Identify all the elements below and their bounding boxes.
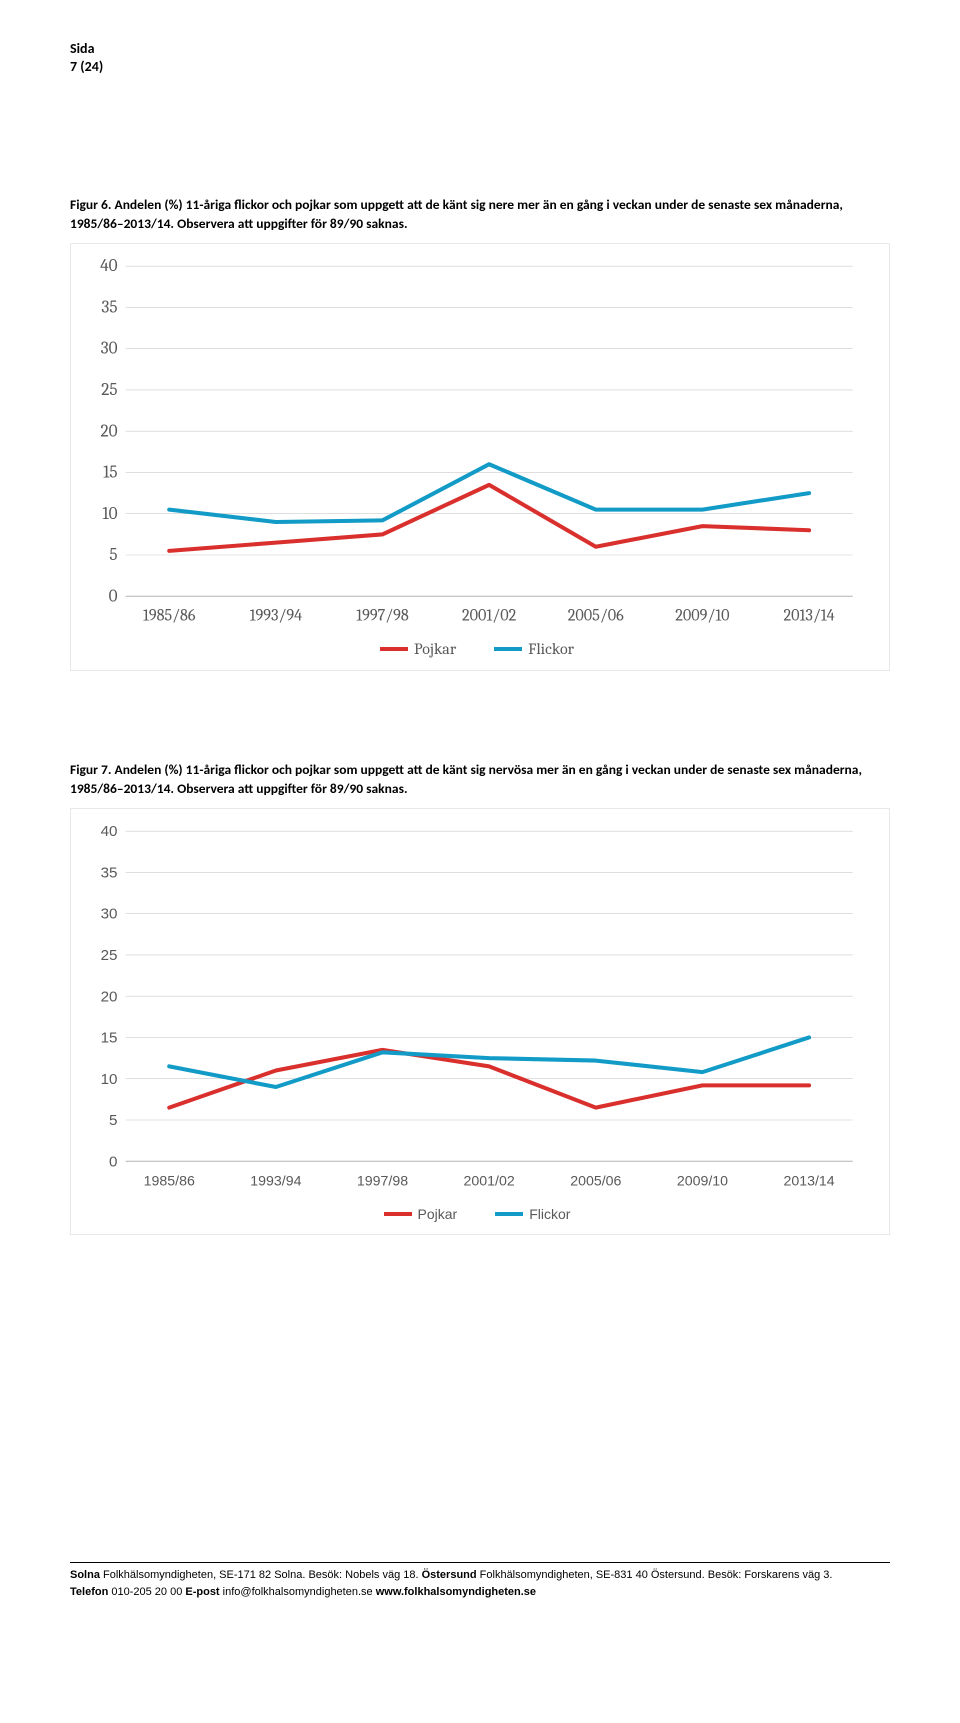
footer-solna-b: Solna <box>70 1569 100 1581</box>
svg-text:2013/14: 2013/14 <box>784 606 835 625</box>
footer-solna-t: Folkhälsomyndigheten, SE-171 82 Solna. B… <box>100 1569 422 1581</box>
footer-tel-b: Telefon <box>70 1586 108 1598</box>
figure6-chart: 0 5 10 15 20 25 30 35 40 1985/86 1993/94 1997/98 200… <box>70 243 890 672</box>
legend-swatch <box>494 647 522 651</box>
footer-ostersund-t: Folkhälsomyndigheten, SE-831 40 Östersun… <box>477 1569 833 1581</box>
svg-text:2005/06: 2005/06 <box>570 1173 621 1189</box>
header-label: Sida <box>70 40 94 57</box>
svg-text:25: 25 <box>101 947 118 964</box>
figure6-legend-item: Pojkar <box>380 640 456 658</box>
svg-text:0: 0 <box>109 1153 117 1170</box>
figure6-legend: Pojkar Flickor <box>77 640 877 658</box>
svg-text:2001/02: 2001/02 <box>464 1173 515 1189</box>
legend-label: Flickor <box>528 640 574 658</box>
svg-text:15: 15 <box>103 463 117 482</box>
svg-text:1993/94: 1993/94 <box>250 606 302 625</box>
svg-text:30: 30 <box>101 340 118 359</box>
svg-text:1993/94: 1993/94 <box>250 1173 301 1189</box>
svg-text:1985/86: 1985/86 <box>143 606 196 625</box>
figure7-chart: 0 5 10 15 20 25 30 35 40 1985/86 1993/94 1997/98 200… <box>70 808 890 1235</box>
svg-text:20: 20 <box>101 422 118 441</box>
figure7-caption: Figur 7. Andelen (%) 11-åriga flickor oc… <box>70 761 890 797</box>
figure6-legend-item: Flickor <box>494 640 574 658</box>
svg-text:40: 40 <box>100 257 117 276</box>
svg-text:35: 35 <box>101 864 118 881</box>
footer-tel-t: 010-205 20 00 <box>108 1586 185 1598</box>
svg-text:30: 30 <box>101 906 118 923</box>
page-footer: Solna Folkhälsomyndigheten, SE-171 82 So… <box>70 1562 890 1600</box>
footer-epost-b: E-post <box>185 1586 219 1598</box>
svg-text:5: 5 <box>109 546 117 565</box>
svg-text:35: 35 <box>101 298 117 317</box>
legend-swatch <box>495 1212 523 1216</box>
legend-label: Pojkar <box>418 1206 458 1222</box>
svg-text:20: 20 <box>101 988 118 1005</box>
svg-text:2009/10: 2009/10 <box>675 606 729 625</box>
svg-text:15: 15 <box>101 1029 118 1046</box>
legend-label: Flickor <box>529 1206 570 1222</box>
svg-text:2005/06: 2005/06 <box>568 606 624 625</box>
figure7-legend-item: Flickor <box>495 1206 570 1222</box>
figure7-legend: Pojkar Flickor <box>77 1206 877 1222</box>
figure7-legend-item: Pojkar <box>384 1206 458 1222</box>
figure6-caption: Figur 6. Andelen (%) 11-åriga flickor oc… <box>70 196 890 232</box>
legend-label: Pojkar <box>414 640 456 658</box>
svg-text:1997/98: 1997/98 <box>357 1173 408 1189</box>
legend-swatch <box>384 1212 412 1216</box>
page-header: Sida 7 (24) <box>70 40 890 76</box>
svg-text:10: 10 <box>102 505 117 524</box>
footer-www: www.folkhalsomyndigheten.se <box>376 1586 536 1598</box>
svg-text:2013/14: 2013/14 <box>783 1173 834 1189</box>
footer-epost-t: info@folkhalsomyndigheten.se <box>220 1586 376 1598</box>
svg-text:2001/02: 2001/02 <box>462 606 517 625</box>
svg-text:10: 10 <box>101 1071 118 1088</box>
svg-text:25: 25 <box>101 381 117 400</box>
svg-text:1997/98: 1997/98 <box>356 606 409 625</box>
svg-text:0: 0 <box>109 587 118 606</box>
svg-text:1985/86: 1985/86 <box>144 1173 195 1189</box>
footer-ostersund-b: Östersund <box>422 1569 477 1581</box>
header-pages: 7 (24) <box>70 58 103 75</box>
svg-text:5: 5 <box>109 1112 117 1129</box>
svg-text:40: 40 <box>101 823 118 840</box>
svg-text:2009/10: 2009/10 <box>677 1173 728 1189</box>
legend-swatch <box>380 647 408 651</box>
